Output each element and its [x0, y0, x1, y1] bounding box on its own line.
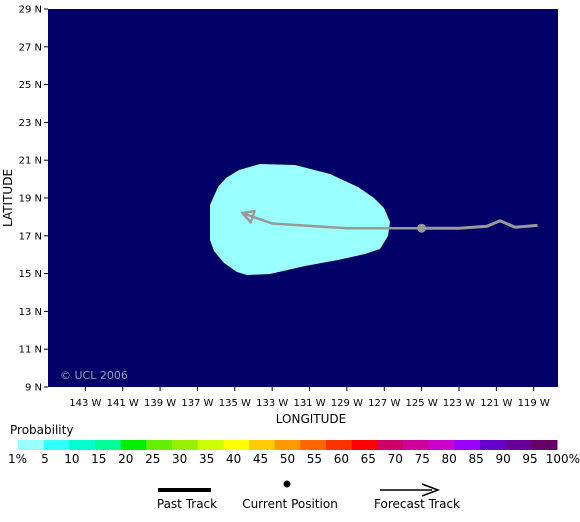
probability-scale-label: 65: [361, 452, 376, 466]
probability-swatch: [223, 440, 250, 450]
probability-swatch: [326, 440, 353, 450]
probability-scale-label: 1%: [8, 452, 27, 466]
current-position-marker: [417, 223, 427, 233]
longitude-tick-label: 121 W: [480, 398, 512, 409]
probability-title: Probability: [10, 423, 74, 437]
probability-swatch: [428, 440, 455, 450]
past-track-legend-label: Past Track: [157, 497, 217, 511]
track-legend: Past Track Current Position Forecast Tra…: [157, 480, 460, 511]
longitude-tick-label: 139 W: [144, 398, 176, 409]
longitude-tick-label: 131 W: [293, 398, 325, 409]
probability-swatch: [69, 440, 96, 450]
probability-scale-label: 20: [118, 452, 133, 466]
probability-scale-label: 35: [199, 452, 214, 466]
probability-scale-label: 5: [41, 452, 49, 466]
x-axis-title: LONGITUDE: [276, 412, 346, 426]
probability-swatch: [120, 440, 147, 450]
probability-swatch: [95, 440, 122, 450]
past-track-line: [421, 219, 538, 230]
probability-swatch: [197, 440, 224, 450]
longitude-tick-label: 127 W: [368, 398, 400, 409]
latitude-tick-label: 13 N: [19, 307, 42, 318]
latitude-tick-label: 27 N: [19, 42, 42, 53]
forecast-arrowhead: [241, 209, 256, 224]
probability-scale-label: 30: [172, 452, 187, 466]
longitude-tick-label: 133 W: [256, 398, 288, 409]
probability-scale-label: 85: [468, 452, 483, 466]
longitude-tick-label: 125 W: [406, 398, 438, 409]
probability-scale-label: 55: [307, 452, 322, 466]
longitude-tick-label: 143 W: [69, 398, 101, 409]
probability-scale-label: 90: [495, 452, 510, 466]
probability-swatch: [18, 440, 45, 450]
latitude-tick-label: 29 N: [19, 5, 42, 16]
longitude-tick-label: 141 W: [107, 398, 139, 409]
probability-scale-label: 50: [280, 452, 295, 466]
probability-scale-label: 25: [145, 452, 160, 466]
probability-scale-label: 100%: [546, 452, 580, 466]
probability-swatch: [300, 440, 327, 450]
probability-scale-label: 95: [522, 452, 537, 466]
longitude-tick-label: 129 W: [331, 398, 363, 409]
probability-scale-label: 80: [442, 452, 457, 466]
probability-swatch: [274, 440, 301, 450]
latitude-tick-label: 17 N: [19, 231, 42, 242]
copyright-credit: © UCL 2006: [60, 369, 128, 382]
probability-swatch: [146, 440, 173, 450]
latitude-tick-label: 21 N: [19, 156, 42, 167]
probability-scale-label: 40: [226, 452, 241, 466]
forecast-track-legend-label: Forecast Track: [374, 497, 460, 511]
probability-scale-label: 60: [334, 452, 349, 466]
current-position-legend-label: Current Position: [242, 497, 338, 511]
probability-swatch: [43, 440, 70, 450]
strike-probability-region: [210, 164, 390, 275]
latitude-tick-label: 9 N: [25, 383, 42, 394]
probability-swatch: [531, 440, 558, 450]
probability-swatch: [480, 440, 507, 450]
probability-color-scale: 1% 5 10 15 20 25 30 35 40 45 50 55 60 65 70 75 80 85 90 95 1…: [8, 440, 580, 466]
probability-scale-label: 45: [253, 452, 268, 466]
probability-swatch: [403, 440, 430, 450]
longitude-ticks: 143 W 141 W 139 W 137 W 135 W 133 W 131 W 129 W…: [69, 387, 550, 409]
probability-swatch: [351, 440, 378, 450]
latitude-tick-label: 25 N: [19, 80, 42, 91]
forecast-track-legend-arrowhead: [421, 483, 441, 497]
current-position-legend-dot: [283, 480, 291, 488]
probability-swatch: [505, 440, 532, 450]
probability-swatch: [454, 440, 481, 450]
probability-scale-label: 10: [64, 452, 79, 466]
longitude-tick-label: 123 W: [443, 398, 475, 409]
latitude-ticks: 29 N 27 N 25 N 23 N 21 N 19 N 17 N 15 N 13 N 11 N…: [19, 5, 48, 394]
probability-scale-label: 15: [91, 452, 106, 466]
longitude-tick-label: 135 W: [219, 398, 251, 409]
probability-swatch: [249, 440, 276, 450]
probability-swatch: [377, 440, 404, 450]
forecast-track-line: [241, 211, 422, 230]
probability-swatch: [172, 440, 199, 450]
latitude-tick-label: 15 N: [19, 269, 42, 280]
probability-scale-label: 70: [388, 452, 403, 466]
latitude-tick-label: 23 N: [19, 118, 42, 129]
longitude-tick-label: 137 W: [181, 398, 213, 409]
probability-scale-label: 75: [415, 452, 430, 466]
latitude-tick-label: 19 N: [19, 194, 42, 205]
longitude-tick-label: 119 W: [518, 398, 550, 409]
latitude-tick-label: 11 N: [19, 345, 42, 356]
y-axis-title: LATITUDE: [1, 169, 15, 227]
